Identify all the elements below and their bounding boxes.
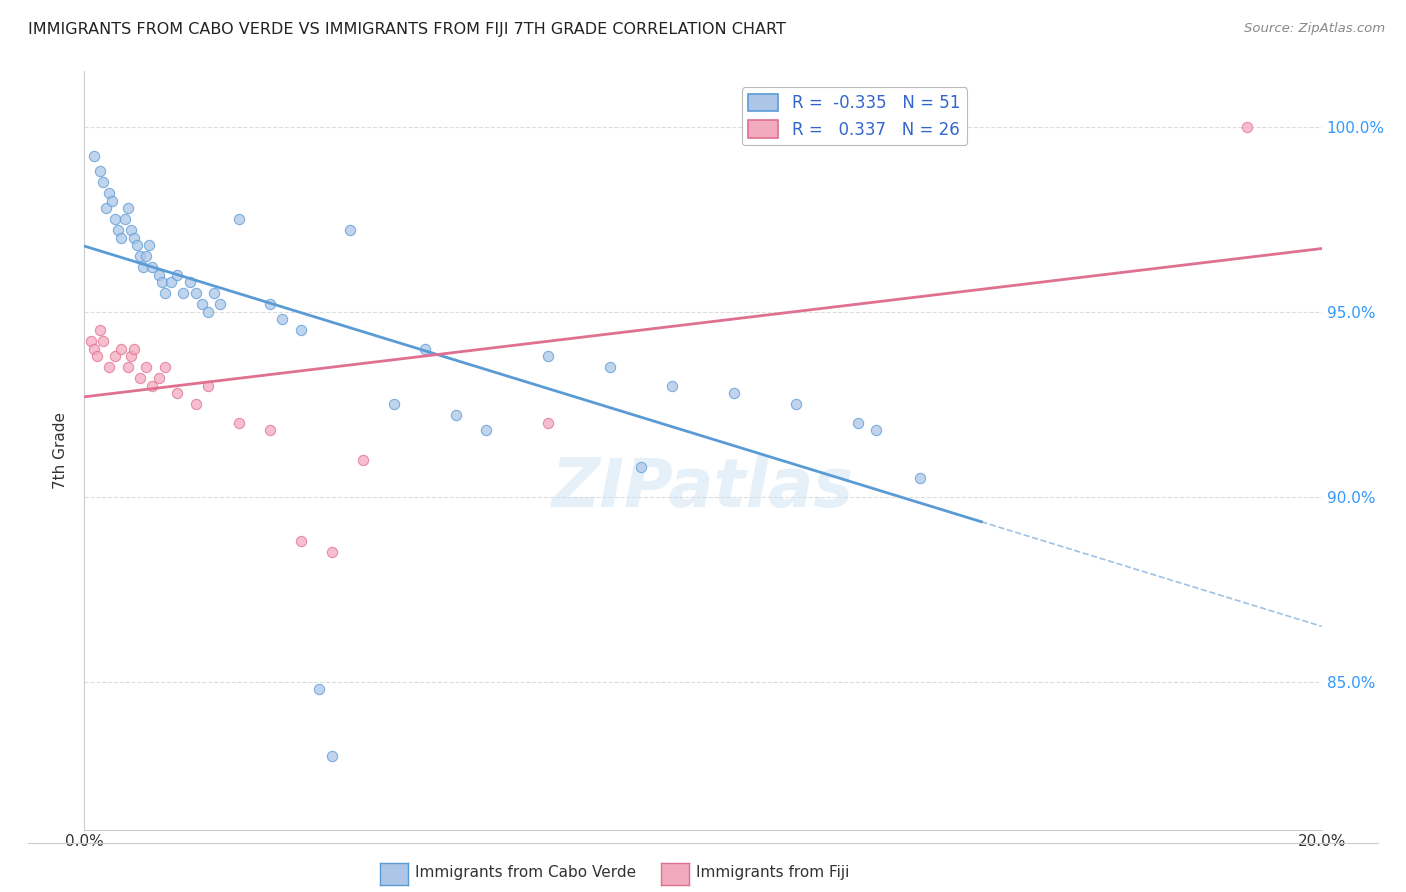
Point (661, 378, 683, 392)
Point (129, 249, 152, 263)
Point (352, 452, 374, 467)
Point (339, 223, 361, 237)
Point (865, 423, 887, 437)
Point (259, 297, 281, 311)
Point (89, 164, 111, 178)
Point (321, 748, 343, 763)
Point (135, 249, 157, 263)
Point (846, 416, 869, 430)
Point (537, 416, 560, 430)
Point (104, 212, 127, 227)
Point (141, 378, 163, 392)
Point (122, 342, 145, 356)
Point (98, 186, 121, 201)
Point (132, 260, 155, 275)
Point (148, 268, 170, 282)
Point (98, 360, 121, 375)
Point (150, 275, 173, 289)
Point (630, 460, 652, 475)
Point (1236, 120, 1258, 134)
Point (444, 409, 467, 423)
Point (153, 360, 176, 375)
Point (228, 416, 250, 430)
Point (120, 223, 142, 237)
Point (117, 360, 139, 375)
Point (110, 231, 132, 245)
Text: Immigrants from Fiji: Immigrants from Fiji (696, 865, 849, 880)
Point (160, 275, 183, 289)
Point (110, 342, 132, 356)
Point (153, 286, 176, 301)
Point (83, 149, 105, 163)
Point (91, 175, 114, 189)
Text: ZIPatlas: ZIPatlas (553, 456, 853, 521)
Point (259, 423, 281, 437)
Point (413, 342, 436, 356)
Point (785, 397, 807, 411)
Text: Source: ZipAtlas.com: Source: ZipAtlas.com (1244, 22, 1385, 36)
Point (308, 681, 330, 696)
Point (197, 305, 219, 319)
Point (94, 201, 117, 215)
Point (228, 212, 250, 227)
Point (723, 386, 745, 401)
Point (135, 360, 157, 375)
Point (191, 297, 214, 311)
Point (101, 194, 124, 208)
Point (86, 349, 108, 363)
Point (599, 360, 621, 375)
Point (107, 223, 129, 237)
Point (290, 534, 312, 549)
Point (138, 238, 160, 252)
Point (114, 212, 136, 227)
Point (104, 349, 127, 363)
Point (197, 378, 219, 392)
Point (179, 275, 201, 289)
Point (91, 334, 114, 349)
Point (166, 268, 188, 282)
Point (290, 323, 312, 337)
Point (321, 545, 343, 559)
Y-axis label: 7th Grade: 7th Grade (53, 412, 69, 489)
Point (79, 334, 101, 349)
Point (184, 397, 207, 411)
Point (908, 471, 931, 485)
Point (125, 238, 148, 252)
Point (120, 349, 142, 363)
Point (209, 297, 232, 311)
Point (148, 371, 170, 385)
Point (202, 286, 225, 301)
Point (129, 371, 152, 385)
Legend: R =  -0.335   N = 51, R =   0.337   N = 26: R = -0.335 N = 51, R = 0.337 N = 26 (742, 87, 967, 145)
Point (83, 342, 105, 356)
Point (537, 349, 560, 363)
Text: IMMIGRANTS FROM CABO VERDE VS IMMIGRANTS FROM FIJI 7TH GRADE CORRELATION CHART: IMMIGRANTS FROM CABO VERDE VS IMMIGRANTS… (28, 22, 786, 37)
Point (166, 386, 188, 401)
Point (141, 260, 163, 275)
Point (172, 286, 194, 301)
Point (89, 323, 111, 337)
Point (184, 286, 207, 301)
Point (475, 423, 498, 437)
Point (271, 312, 294, 326)
Text: Immigrants from Cabo Verde: Immigrants from Cabo Verde (415, 865, 636, 880)
Point (117, 201, 139, 215)
Point (382, 397, 405, 411)
Point (122, 231, 145, 245)
